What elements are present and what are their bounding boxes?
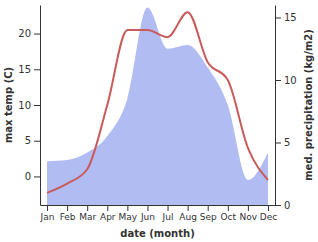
tick-label: Feb: [60, 212, 76, 222]
tick: Oct: [221, 205, 237, 222]
tick-mark: [34, 34, 40, 35]
tick: Aug: [179, 205, 197, 222]
tick: Jan: [40, 205, 55, 222]
tick-label: 15: [18, 64, 31, 75]
tick-mark: [147, 205, 148, 211]
tick-mark: [34, 105, 40, 106]
tick: 10: [18, 100, 40, 111]
y-axis-title: max temp (C): [3, 67, 14, 143]
tick: 0: [275, 200, 290, 211]
tick-mark: [127, 205, 128, 211]
y2-axis: 0 5 10 15: [275, 6, 297, 211]
tick-mark: [208, 205, 209, 211]
tick-label: Apr: [100, 212, 116, 222]
tick-mark: [275, 205, 281, 206]
tick-mark: [275, 18, 281, 19]
tick: 0: [25, 171, 40, 182]
tick-label: 5: [284, 137, 290, 148]
tick: 15: [275, 12, 297, 23]
tick: Mar: [79, 205, 96, 222]
tick-mark: [47, 205, 48, 211]
tick: Feb: [60, 205, 76, 222]
axis-line: [275, 6, 276, 206]
tick-label: Oct: [221, 212, 237, 222]
temperature-line: [47, 12, 268, 193]
x-axis: Jan FebMar AprMayJun Jul AugSep OctNovDec: [40, 205, 278, 222]
tick-mark: [34, 176, 40, 177]
tick: Apr: [100, 205, 116, 222]
tick-label: 10: [284, 75, 297, 86]
tick-label: Nov: [240, 212, 258, 222]
tick-mark: [168, 205, 169, 211]
plot-area: Jan FebMar AprMayJun Jul AugSep OctNovDec 0 5 10…: [18, 6, 296, 223]
tick-mark: [87, 205, 88, 211]
tick-label: Jul: [162, 212, 174, 222]
tick-label: Jun: [140, 212, 155, 222]
tick-mark: [107, 205, 108, 211]
tick: Nov: [240, 205, 258, 222]
tick-label: 5: [25, 135, 31, 146]
tick-mark: [248, 205, 249, 211]
tick-label: Aug: [179, 212, 197, 222]
tick: 15: [18, 64, 40, 75]
tick-mark: [67, 205, 68, 211]
tick-label: 10: [18, 100, 31, 111]
tick-label: Sep: [200, 212, 217, 222]
tick-mark: [228, 205, 229, 211]
tick: 5: [25, 135, 40, 146]
marks: [47, 8, 268, 206]
y2-axis-title: med. precipitation (kg/m2): [303, 29, 314, 181]
tick: 10: [275, 75, 297, 86]
x-axis-title: date (month): [120, 228, 194, 239]
tick-mark: [268, 205, 269, 211]
tick-mark: [275, 143, 281, 144]
tick-label: Mar: [79, 212, 96, 222]
tick-label: 15: [284, 12, 297, 23]
tick: Jul: [162, 205, 174, 222]
tick: May: [119, 205, 138, 222]
tick: 5: [275, 137, 290, 148]
tick-label: 20: [18, 28, 31, 39]
tick-label: Dec: [260, 212, 277, 222]
tick: 20: [18, 28, 40, 39]
axis-line: [40, 6, 41, 206]
axis-line: [41, 205, 276, 206]
tick-label: 0: [25, 171, 31, 182]
tick: Dec: [260, 205, 277, 222]
tick: Sep: [200, 205, 217, 222]
tick-mark: [34, 141, 40, 142]
chart: Jan FebMar AprMayJun Jul AugSep OctNovDec 0 5 10…: [0, 0, 318, 242]
tick-mark: [275, 80, 281, 81]
y-axis: 0 5 10 15 20: [18, 6, 40, 206]
tick: Jun: [140, 205, 155, 222]
tick-mark: [188, 205, 189, 211]
tick-label: 0: [284, 200, 290, 211]
tick-label: Jan: [40, 212, 55, 222]
tick-mark: [34, 69, 40, 70]
precipitation-area: [47, 8, 268, 206]
tick-label: May: [119, 212, 138, 222]
